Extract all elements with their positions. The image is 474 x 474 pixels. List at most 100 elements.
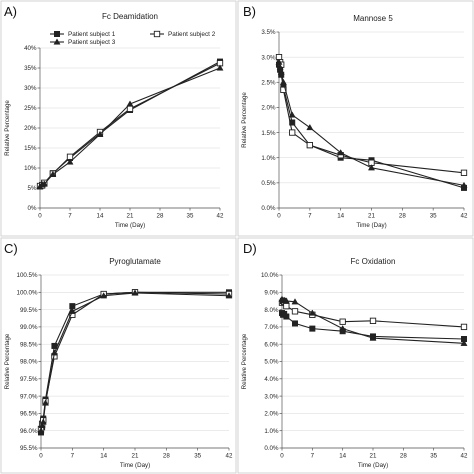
- data-point-s3: [131, 289, 139, 296]
- y-tick-label: 7.0%: [264, 324, 279, 331]
- x-tick-label: 0: [277, 213, 281, 220]
- y-axis-label: Relative Percentage: [4, 333, 11, 389]
- y-tick-label: 1.0%: [261, 155, 276, 162]
- y-tick-label: 3.5%: [261, 29, 276, 36]
- x-tick-label: 35: [430, 213, 437, 220]
- data-point-s1: [309, 325, 316, 332]
- x-tick-label: 14: [97, 213, 104, 220]
- panel-label: C): [4, 241, 18, 256]
- x-tick-label: 0: [38, 213, 42, 220]
- x-tick-label: 21: [368, 213, 375, 220]
- y-tick-label: 2.5%: [261, 79, 276, 86]
- series-line-1: [39, 61, 221, 187]
- y-tick-label: 0%: [28, 205, 37, 212]
- panel-frame: [237, 237, 474, 474]
- y-tick-label: 40%: [24, 45, 37, 52]
- y-tick-label: 25%: [24, 105, 37, 112]
- x-tick-label: 42: [226, 453, 233, 460]
- data-point-s3: [460, 181, 468, 188]
- panel-frame: [237, 0, 474, 237]
- y-tick-label: 1.5%: [261, 130, 276, 137]
- x-tick-label: 28: [157, 213, 164, 220]
- y-tick-label: 97.5%: [20, 376, 38, 383]
- data-point-s3: [38, 421, 46, 429]
- chart-legend: Patient subject 1 Patient subject 2 Patien…: [50, 30, 216, 46]
- y-tick-label: 98.5%: [20, 341, 38, 348]
- y-tick-label: 95.5%: [20, 445, 38, 452]
- y-tick-label: 99.0%: [20, 324, 38, 331]
- chart-panel-b: B) Mannose 5 0.0% 0.5% 1.0% 1.5% 2.0% 2.5% 3.0% 3…: [237, 0, 474, 237]
- panel-label: B): [243, 4, 256, 19]
- x-tick-label: 42: [217, 213, 224, 220]
- panel-frame: [0, 0, 237, 237]
- x-tick-label: 21: [132, 453, 139, 460]
- x-axis-label: Time (Day): [356, 222, 386, 229]
- series-line-2: [278, 57, 465, 174]
- x-tick-label: 7: [311, 453, 315, 460]
- data-point-s2: [339, 318, 346, 325]
- y-tick-label: 2.0%: [261, 105, 276, 112]
- x-tick-label: 14: [337, 213, 344, 220]
- data-point-s2: [126, 105, 134, 112]
- data-point-s3: [37, 427, 45, 434]
- series-line-3: [39, 67, 221, 188]
- data-point-s3: [126, 100, 134, 107]
- chart-title: Fc Deamidation: [102, 12, 158, 21]
- data-point-s3: [39, 418, 47, 425]
- y-tick-label: 15%: [24, 145, 37, 152]
- x-axis-label: Time (Day): [120, 462, 150, 469]
- x-tick-label: 28: [399, 213, 406, 220]
- legend-marker: [53, 30, 60, 37]
- y-tick-label: 5%: [28, 185, 37, 192]
- y-axis-label: Relative Percentage: [241, 92, 248, 148]
- y-tick-label: 0.0%: [261, 205, 276, 212]
- x-tick-label: 0: [280, 453, 284, 460]
- y-tick-label: 5.0%: [264, 359, 279, 366]
- y-tick-label: 9.0%: [264, 290, 279, 297]
- data-point-s3: [288, 111, 296, 118]
- x-tick-label: 7: [71, 453, 75, 460]
- x-tick-label: 0: [39, 453, 43, 460]
- y-tick-label: 8.0%: [264, 307, 279, 314]
- data-point-s3: [291, 298, 299, 305]
- data-point-s2: [306, 141, 313, 149]
- x-tick-label: 14: [339, 453, 346, 460]
- data-point-s3: [306, 123, 314, 131]
- data-point-s3: [308, 309, 316, 316]
- y-tick-label: 10%: [24, 165, 37, 172]
- data-point-s3: [50, 349, 58, 356]
- data-point-s2: [280, 86, 287, 93]
- panel-label: A): [4, 4, 17, 19]
- x-tick-label: 7: [68, 213, 72, 220]
- legend-marker: [153, 30, 161, 38]
- chart-title: Fc Oxidation: [351, 257, 396, 266]
- panel-frame: [0, 237, 237, 474]
- y-tick-label: 6.0%: [264, 341, 279, 348]
- data-point-s3: [279, 78, 287, 85]
- y-tick-label: 20%: [24, 125, 37, 132]
- chart-panel-d: D) Fc Oxidation 0.0% 1.0% 2.0% 3.0% 4.0% 5.0% 6.…: [237, 237, 474, 474]
- y-tick-label: 30%: [24, 85, 37, 92]
- data-point-s2: [460, 323, 468, 331]
- data-point-s3: [225, 292, 233, 299]
- legend-label: Patient subject 3: [68, 39, 116, 46]
- data-point-s2: [291, 308, 299, 315]
- x-axis-label: Time (Day): [358, 462, 388, 469]
- y-tick-label: 98.0%: [20, 359, 38, 366]
- y-tick-label: 2.0%: [264, 411, 279, 418]
- x-tick-label: 28: [163, 453, 170, 460]
- data-point-s3: [276, 63, 284, 70]
- legend-marker: [53, 38, 61, 45]
- data-point-s3: [96, 130, 104, 137]
- y-tick-label: 0.5%: [261, 180, 276, 187]
- data-point-s3: [367, 164, 376, 171]
- data-point-s3: [339, 325, 347, 332]
- y-tick-label: 99.5%: [20, 307, 38, 314]
- y-tick-label: 3.0%: [264, 393, 279, 400]
- x-tick-label: 14: [100, 453, 107, 460]
- series-line-2: [39, 62, 221, 187]
- y-tick-label: 10.0%: [261, 272, 279, 279]
- y-tick-label: 100.5%: [17, 272, 38, 279]
- data-point-s3: [100, 292, 108, 299]
